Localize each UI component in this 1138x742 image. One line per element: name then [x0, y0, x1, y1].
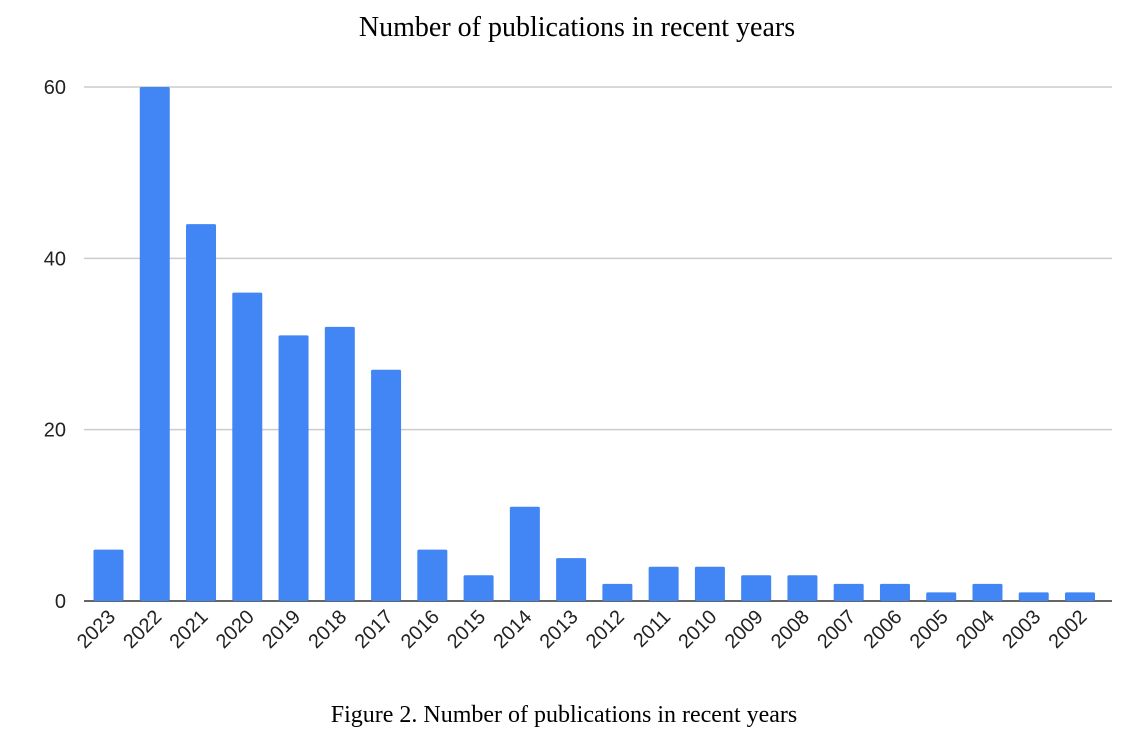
bar-2011: [648, 566, 679, 601]
bar-2012: [602, 583, 633, 601]
x-tick-label: 2022: [119, 606, 166, 653]
bar-2022: [139, 87, 170, 601]
x-tick-label: 2015: [443, 606, 490, 653]
x-tick-label: 2003: [998, 606, 1045, 653]
x-tick-label: 2018: [304, 606, 351, 653]
x-tick-label: 2021: [166, 606, 213, 653]
bar-chart: 0 20 40 60 2023 2022 2021 2020 2019 2018 2017 2016…: [44, 77, 1112, 653]
bar-2017: [371, 369, 402, 601]
bar-2003: [1018, 592, 1049, 601]
bar-2006: [879, 583, 910, 601]
bar-2016: [417, 549, 448, 601]
y-tick-label: 40: [44, 248, 66, 270]
bar-2021: [186, 224, 217, 602]
x-tick-label: 2008: [767, 606, 814, 653]
bar-2020: [232, 292, 263, 601]
x-tick-label: 2002: [1045, 606, 1092, 653]
y-tick-label: 0: [55, 591, 66, 613]
chart-title: Number of publications in recent years: [358, 12, 796, 43]
figure-caption: Figure 2. Number of publications in rece…: [330, 702, 798, 728]
x-tick-label: 2004: [952, 606, 999, 653]
x-tick-label: 2007: [813, 606, 860, 653]
bars: [93, 87, 1095, 602]
x-tick-label: 2017: [351, 606, 398, 653]
bar-2015: [463, 575, 494, 601]
bar-2002: [1065, 592, 1095, 601]
x-tick-label: 2012: [582, 606, 629, 653]
x-tick-label: 2006: [859, 606, 906, 653]
bar-2023: [93, 549, 124, 601]
y-axis-ticks: 0 20 40 60: [44, 77, 66, 613]
x-tick-label: 2013: [536, 606, 583, 653]
x-tick-label: 2005: [906, 606, 953, 653]
bar-2004: [972, 583, 1003, 601]
bar-2013: [556, 558, 587, 601]
x-tick-label: 2020: [212, 606, 259, 653]
x-tick-label: 2019: [258, 606, 305, 653]
bar-2005: [926, 592, 957, 601]
bar-2008: [787, 575, 818, 601]
x-tick-label: 2014: [489, 606, 536, 653]
x-tick-label: 2023: [73, 606, 120, 653]
x-tick-label: 2010: [674, 606, 721, 653]
x-axis-ticks: 2023 2022 2021 2020 2019 2018 2017 2016 2015 2014…: [73, 606, 1092, 653]
x-tick-label: 2011: [629, 606, 675, 652]
bar-2010: [694, 566, 725, 601]
y-tick-label: 20: [44, 420, 66, 442]
bar-2014: [509, 506, 540, 601]
bar-2009: [741, 575, 772, 601]
x-tick-label: 2009: [721, 606, 768, 653]
y-tick-label: 60: [44, 77, 66, 99]
bar-2007: [833, 583, 864, 601]
x-tick-label: 2016: [397, 606, 444, 653]
bar-2019: [278, 335, 309, 601]
bar-2018: [324, 326, 355, 601]
